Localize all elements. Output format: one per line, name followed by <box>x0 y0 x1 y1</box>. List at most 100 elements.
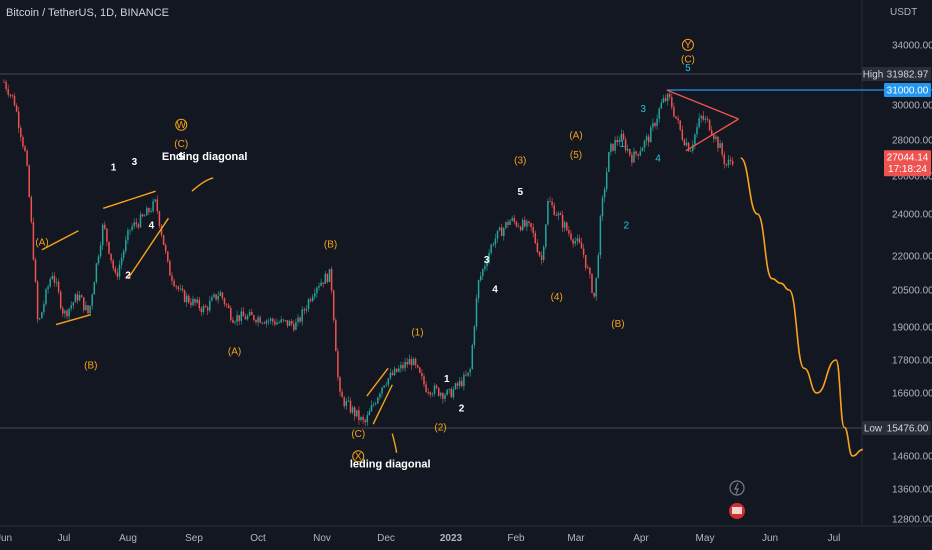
candle-body <box>301 309 303 322</box>
candle-body <box>717 136 719 148</box>
candle-body <box>299 317 301 322</box>
price-tick-label: 24000.00 <box>892 210 932 221</box>
wave-channel-line <box>366 367 389 397</box>
candle-body <box>320 282 322 286</box>
candle-body <box>152 201 154 212</box>
candle-body <box>673 107 675 117</box>
candle-body <box>288 321 291 326</box>
last-price-box <box>884 150 931 177</box>
triangle-lower-line <box>685 118 739 152</box>
candle-body <box>83 297 85 311</box>
time-tick-label: Jul <box>58 533 71 544</box>
candle-body <box>95 263 98 283</box>
candle-body <box>196 299 198 303</box>
candle-body <box>710 130 713 136</box>
candle-body <box>26 151 28 166</box>
candle-body <box>45 289 47 305</box>
candle-body <box>698 118 700 128</box>
candle-body <box>202 306 205 313</box>
price-tick-label: 16600.00 <box>892 389 932 400</box>
candle-body <box>183 290 186 303</box>
candle-body <box>402 364 404 369</box>
last-price-value: 27044.14 <box>887 153 929 164</box>
candle-body <box>513 218 516 222</box>
candle-body <box>414 358 417 366</box>
candle-body <box>219 292 222 296</box>
candle-body <box>297 317 299 323</box>
candle-body <box>603 189 606 198</box>
candle-body <box>570 233 572 240</box>
candle-body <box>473 326 476 346</box>
candle-body <box>706 118 709 120</box>
candle-body <box>559 213 562 215</box>
candle-body <box>448 388 450 390</box>
candle-body <box>692 144 694 151</box>
candle-body <box>442 393 444 399</box>
candle-body <box>356 410 358 417</box>
candle-body <box>387 378 390 385</box>
wave-channel-line <box>103 190 156 209</box>
wave-label: 5 <box>518 187 524 198</box>
candle-body <box>141 214 144 217</box>
wave-degree-label: W <box>176 120 186 131</box>
candle-body <box>351 407 354 413</box>
candle-body <box>15 105 18 112</box>
candle-body <box>154 199 156 202</box>
candle-body <box>248 311 251 316</box>
candle-body <box>721 143 723 155</box>
candle-body <box>307 299 310 309</box>
price-tick-label: 34000.00 <box>892 41 932 52</box>
candle-body <box>227 305 230 309</box>
candle-body <box>576 238 579 241</box>
candle-body <box>561 214 564 228</box>
candle-body <box>486 262 488 267</box>
candle-body <box>311 296 314 302</box>
candle-body <box>654 123 656 126</box>
candle-body <box>360 417 362 421</box>
wave-label: (B) <box>324 240 337 251</box>
candle-body <box>150 211 152 212</box>
candle-body <box>731 161 734 165</box>
candle-body <box>656 118 658 126</box>
candle-body <box>500 227 503 237</box>
candle-body <box>104 224 106 229</box>
candle-body <box>24 146 26 152</box>
wave-degree-circle <box>175 118 188 131</box>
candle-body <box>370 405 373 412</box>
candle-body <box>650 127 652 143</box>
candle-body <box>398 368 400 372</box>
candle-body <box>194 298 196 303</box>
ending-diagonal-arrow <box>191 177 214 192</box>
candle-body <box>62 308 64 314</box>
candle-body <box>120 257 123 265</box>
time-tick-label: Jul <box>828 533 841 544</box>
candle-body <box>305 308 308 311</box>
candle-body <box>593 292 595 297</box>
candle-body <box>605 171 608 190</box>
candle-body <box>545 224 547 248</box>
candle-body <box>620 133 623 141</box>
resistance-price-value: 31000.00 <box>887 86 929 97</box>
candle-body <box>584 254 587 268</box>
candle-body <box>11 94 14 96</box>
candle-body <box>444 395 446 399</box>
candle-body <box>364 420 366 423</box>
candle-body <box>257 317 259 323</box>
high-price-box <box>884 67 931 81</box>
candle-body <box>419 367 421 373</box>
candle-body <box>211 297 213 301</box>
low-name: Low <box>864 424 883 435</box>
candle-body <box>240 311 243 321</box>
candle-body <box>477 280 480 299</box>
leading-diagonal-arrow <box>391 433 398 453</box>
wave-label: (B) <box>611 319 624 330</box>
triangle-pattern <box>666 89 739 152</box>
candle-body <box>309 299 312 302</box>
candle-body <box>347 400 350 402</box>
candle-body <box>557 213 560 216</box>
candle-body <box>568 230 570 234</box>
candle-body <box>129 229 131 231</box>
candle-body <box>446 389 448 396</box>
candle-body <box>198 299 201 309</box>
